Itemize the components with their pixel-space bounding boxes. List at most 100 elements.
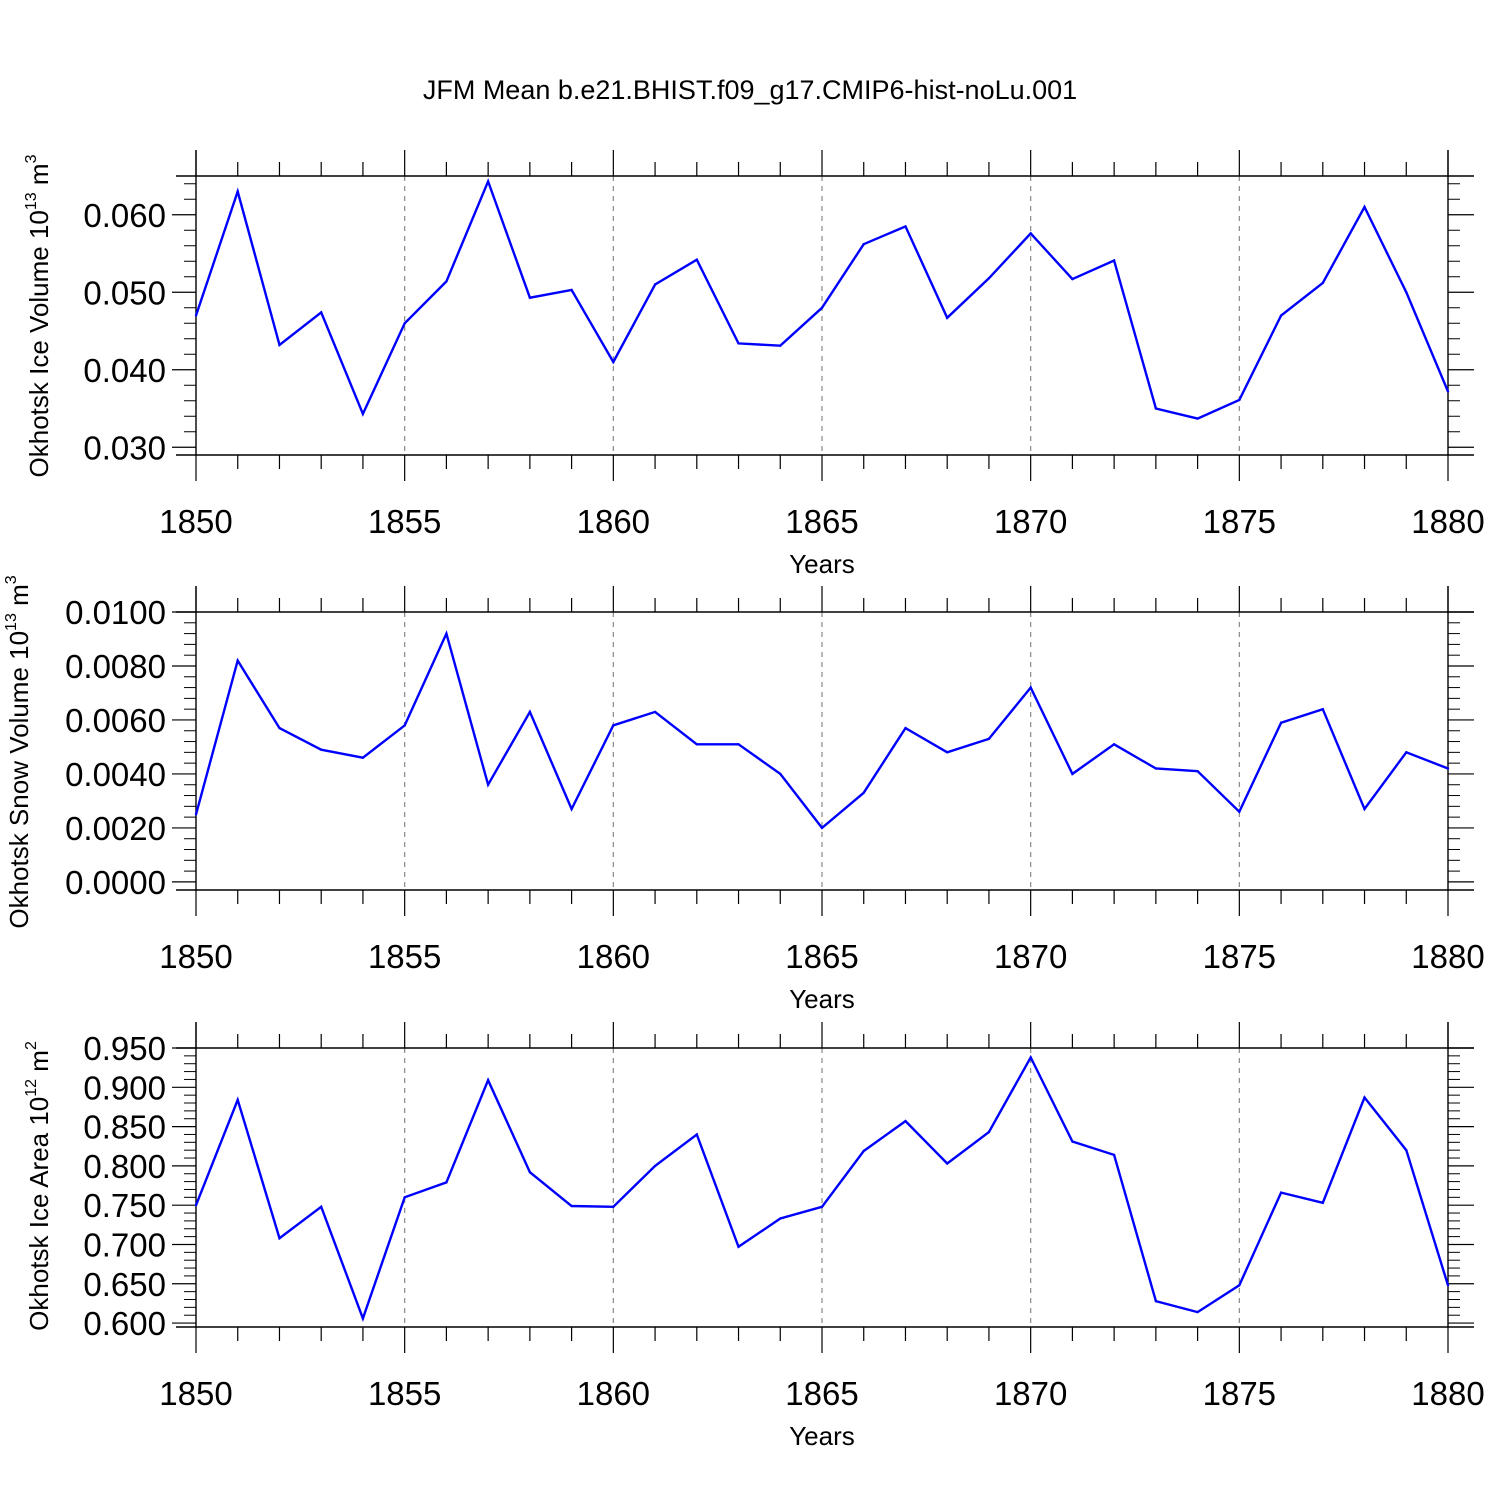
y-axis-label-exponent: 13 — [23, 192, 40, 210]
x-tick-label: 1880 — [1411, 1375, 1484, 1412]
data-point — [653, 1164, 657, 1168]
data-point — [320, 748, 323, 751]
data-point — [779, 1217, 782, 1220]
data-point — [1154, 407, 1158, 410]
x-tick-label: 1850 — [159, 1375, 232, 1412]
data-point — [1238, 1284, 1241, 1287]
data-point — [236, 659, 239, 662]
data-point — [236, 190, 239, 193]
x-tick-label: 1865 — [785, 1375, 858, 1412]
y-tick-label: 0.600 — [83, 1305, 166, 1342]
y-tick-label: 0.050 — [83, 274, 166, 311]
data-point — [1279, 314, 1283, 317]
data-point — [1029, 1056, 1032, 1059]
data-point — [1154, 767, 1158, 770]
data-point — [737, 743, 740, 746]
data-point — [361, 756, 365, 759]
data-point — [1446, 390, 1450, 393]
y-axis-label-text: Okhotsk Ice Volume 10 — [24, 210, 54, 477]
data-point — [236, 1098, 239, 1102]
y-tick-label: 0.0080 — [65, 648, 166, 685]
data-point — [1196, 770, 1199, 773]
data-point — [737, 342, 740, 345]
data-point — [862, 1149, 865, 1153]
data-point — [1196, 417, 1199, 420]
data-point — [445, 280, 448, 283]
data-point — [612, 360, 615, 364]
y-tick-label: 0.0060 — [65, 702, 166, 739]
data-point — [1029, 686, 1032, 689]
data-point — [653, 710, 657, 714]
x-axis-label: Years — [789, 984, 855, 1014]
data-point — [1112, 743, 1116, 746]
y-tick-label: 0.700 — [83, 1226, 166, 1263]
data-point — [1405, 291, 1408, 294]
data-point — [278, 726, 281, 730]
data-point — [278, 1237, 281, 1240]
data-point — [445, 1181, 448, 1184]
x-tick-label: 1880 — [1411, 503, 1484, 540]
data-point — [320, 311, 323, 314]
y-axis-label-unit: m — [24, 1050, 54, 1079]
data-point — [528, 710, 532, 714]
data-point — [1196, 1310, 1199, 1314]
x-tick-label: 1875 — [1203, 1375, 1276, 1412]
data-point — [1405, 751, 1408, 754]
x-tick-label: 1870 — [994, 1375, 1067, 1412]
data-point — [612, 1205, 615, 1209]
x-tick-label: 1870 — [994, 503, 1067, 540]
data-point — [361, 412, 365, 416]
y-tick-label: 0.060 — [83, 197, 166, 234]
data-point — [1071, 277, 1074, 281]
y-tick-label: 0.650 — [83, 1266, 166, 1303]
data-point — [1321, 1201, 1325, 1205]
x-axis-label: Years — [789, 1421, 855, 1451]
x-tick-label: 1865 — [785, 503, 858, 540]
data-point — [904, 225, 907, 228]
data-point — [1071, 772, 1074, 776]
y-tick-label: 0.850 — [83, 1109, 166, 1146]
data-point — [1321, 281, 1325, 285]
data-point — [486, 1079, 490, 1082]
data-point — [1238, 398, 1241, 402]
data-point — [904, 1119, 907, 1123]
data-point — [820, 306, 824, 309]
data-point — [1279, 1191, 1283, 1194]
data-point — [695, 1133, 698, 1136]
y-tick-label: 0.040 — [83, 352, 166, 389]
data-point — [695, 258, 698, 261]
y-tick-label: 0.0040 — [65, 756, 166, 793]
y-tick-label: 0.900 — [83, 1069, 166, 1106]
x-axis-label: Years — [789, 549, 855, 579]
y-axis-label-text: Okhotsk Snow Volume 10 — [4, 631, 34, 929]
y-tick-label: 0.030 — [83, 429, 166, 466]
chart-panel-1: 0.030 0.040 0.050 0.060 1850 1855 1860 1865 1870… — [23, 150, 1485, 579]
y-axis-label: Okhotsk Ice Volume 1013 m3 — [23, 154, 54, 477]
y-axis-label-unit-exponent: 3 — [3, 575, 20, 584]
data-point — [737, 1245, 740, 1249]
data-point — [1154, 1299, 1158, 1303]
data-point — [987, 1130, 991, 1134]
data-point — [612, 724, 615, 727]
x-tick-label: 1875 — [1203, 503, 1276, 540]
y-tick-label: 0.0100 — [65, 594, 166, 631]
x-tick-label: 1850 — [159, 938, 232, 975]
data-point — [946, 316, 949, 319]
x-tick-label: 1875 — [1203, 938, 1276, 975]
data-point — [278, 343, 281, 347]
data-point — [528, 1171, 532, 1174]
x-tick-label: 1865 — [785, 938, 858, 975]
x-tick-label: 1855 — [368, 938, 441, 975]
x-tick-label: 1860 — [577, 503, 650, 540]
data-point — [820, 826, 824, 830]
data-point — [194, 813, 198, 816]
x-tick-label: 1880 — [1411, 938, 1484, 975]
data-point — [194, 314, 198, 317]
data-point — [1363, 807, 1366, 811]
x-tick-label: 1860 — [577, 1375, 650, 1412]
data-point — [653, 283, 657, 286]
data-point — [946, 1162, 949, 1165]
data-point — [987, 737, 991, 741]
chart-panel-2: 0.0000 0.0020 0.0040 0.0060 0.0080 0.0100 1850… — [3, 575, 1485, 1014]
